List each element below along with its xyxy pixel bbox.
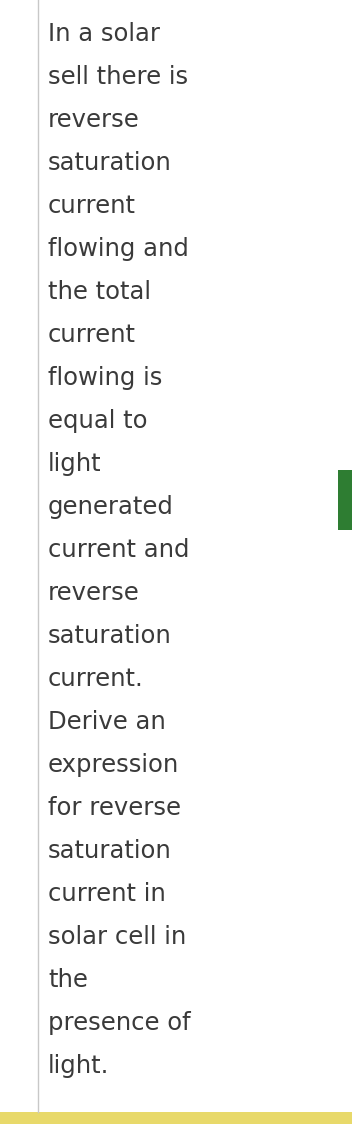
Text: saturation: saturation [48,624,172,649]
Text: flowing is: flowing is [48,366,162,390]
Text: light.: light. [48,1054,109,1078]
Text: reverse: reverse [48,108,140,132]
Text: saturation: saturation [48,839,172,863]
Text: current and: current and [48,538,189,562]
Text: In a solar: In a solar [48,22,160,46]
Text: current: current [48,323,136,347]
Text: generated: generated [48,495,174,519]
Text: current in: current in [48,882,166,906]
Text: presence of: presence of [48,1010,191,1035]
Text: flowing and: flowing and [48,237,189,261]
Text: light: light [48,452,102,475]
Bar [338,470,352,531]
Text: expression: expression [48,753,179,777]
Text: the total: the total [48,280,151,303]
Text: for reverse: for reverse [48,796,181,821]
Text: saturation: saturation [48,151,172,175]
Text: the: the [48,968,88,992]
Text: Derive an: Derive an [48,710,166,734]
Bar [0,1112,352,1124]
Text: current: current [48,194,136,218]
Text: sell there is: sell there is [48,65,188,89]
Text: equal to: equal to [48,409,147,433]
Text: solar cell in: solar cell in [48,925,186,949]
Text: current.: current. [48,667,144,691]
Text: reverse: reverse [48,581,140,605]
